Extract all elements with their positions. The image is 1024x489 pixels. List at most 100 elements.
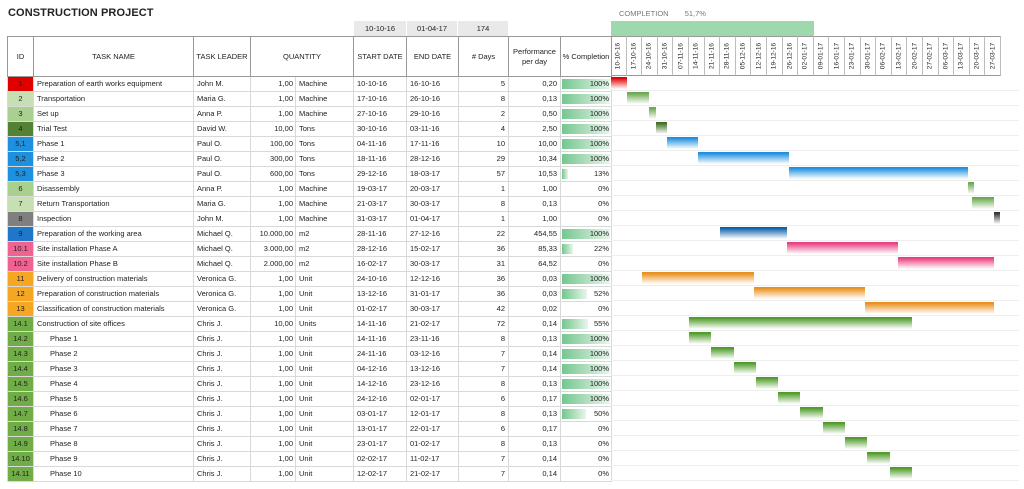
task-unit[interactable]: Machine — [295, 91, 354, 107]
table-row[interactable]: 2 Transportation Maria G. 1,00 Machine 17-10-… — [7, 91, 612, 107]
task-start-date[interactable]: 21-03-17 — [353, 196, 407, 212]
task-id[interactable]: 2 — [7, 91, 34, 107]
task-end-date[interactable]: 12-01-17 — [406, 406, 459, 422]
gantt-bar[interactable] — [898, 257, 995, 269]
task-start-date[interactable]: 16-02-17 — [353, 256, 407, 272]
task-performance[interactable]: 0,02 — [508, 301, 561, 317]
task-start-date[interactable]: 24-12-16 — [353, 391, 407, 407]
task-quantity[interactable]: 1,00 — [250, 181, 296, 197]
task-unit[interactable]: Unit — [295, 406, 354, 422]
task-start-date[interactable]: 04-12-16 — [353, 361, 407, 377]
task-leader[interactable]: Anna P. — [193, 181, 251, 197]
task-quantity[interactable]: 1,00 — [250, 91, 296, 107]
task-id[interactable]: 1 — [7, 76, 34, 92]
task-id[interactable]: 5,1 — [7, 136, 34, 152]
task-name[interactable]: Phase 2 — [33, 346, 194, 362]
task-name[interactable]: Phase 3 — [33, 166, 194, 182]
gantt-bar[interactable] — [789, 167, 968, 179]
gantt-bar[interactable] — [642, 272, 754, 284]
task-end-date[interactable]: 31-01-17 — [406, 286, 459, 302]
task-end-date[interactable]: 21-02-17 — [406, 466, 459, 482]
task-name[interactable]: Phase 1 — [33, 136, 194, 152]
task-completion[interactable]: 0% — [560, 466, 612, 482]
task-id[interactable]: 14.7 — [7, 406, 34, 422]
task-start-date[interactable]: 24-10-16 — [353, 271, 407, 287]
task-days[interactable]: 7 — [458, 361, 509, 377]
gantt-bar[interactable] — [972, 197, 995, 209]
task-start-date[interactable]: 14-11-16 — [353, 331, 407, 347]
gantt-bar[interactable] — [655, 122, 667, 134]
table-row[interactable]: 5,2 Phase 2 Paul O. 300,00 Tons 18-11-16 28-12… — [7, 151, 612, 167]
header-quantity[interactable]: QUANTITY — [250, 36, 354, 77]
task-quantity[interactable]: 100,00 — [250, 136, 296, 152]
task-performance[interactable]: 85,33 — [508, 241, 561, 257]
task-leader[interactable]: Chris J. — [193, 316, 251, 332]
task-start-date[interactable]: 13-01-17 — [353, 421, 407, 437]
header-days[interactable]: # Days — [458, 36, 509, 77]
task-completion[interactable]: 100% — [560, 76, 612, 92]
task-quantity[interactable]: 1,00 — [250, 436, 296, 452]
task-completion[interactable]: 0% — [560, 451, 612, 467]
task-end-date[interactable]: 03-12-16 — [406, 346, 459, 362]
table-row[interactable]: 1 Preparation of earth works equipment Joh… — [7, 76, 612, 92]
task-completion[interactable]: 13% — [560, 166, 612, 182]
gantt-bar[interactable] — [753, 287, 866, 299]
task-start-date[interactable]: 31-03-17 — [353, 211, 407, 227]
task-days[interactable]: 42 — [458, 301, 509, 317]
task-start-date[interactable]: 13-12-16 — [353, 286, 407, 302]
task-name[interactable]: Site installation Phase A — [33, 241, 194, 257]
task-performance[interactable]: 2,50 — [508, 121, 561, 137]
table-row[interactable]: 10.1 Site installation Phase A Michael Q. 3… — [7, 241, 612, 257]
task-id[interactable]: 10.2 — [7, 256, 34, 272]
task-id[interactable]: 4 — [7, 121, 34, 137]
task-quantity[interactable]: 1,00 — [250, 361, 296, 377]
task-days[interactable]: 57 — [458, 166, 509, 182]
task-end-date[interactable]: 02-01-17 — [406, 391, 459, 407]
task-days[interactable]: 2 — [458, 106, 509, 122]
table-row[interactable]: 8 Inspection John M. 1,00 Machine 31-03-17 01-… — [7, 211, 612, 227]
task-end-date[interactable]: 11-02-17 — [406, 451, 459, 467]
task-performance[interactable]: 454,55 — [508, 226, 561, 242]
task-performance[interactable]: 1,00 — [508, 211, 561, 227]
task-completion[interactable]: 100% — [560, 136, 612, 152]
task-id[interactable]: 14.10 — [7, 451, 34, 467]
task-leader[interactable]: Veronica G. — [193, 286, 251, 302]
task-quantity[interactable]: 1,00 — [250, 346, 296, 362]
task-completion[interactable]: 22% — [560, 241, 612, 257]
task-days[interactable]: 36 — [458, 241, 509, 257]
table-row[interactable]: 14.2 Phase 1 Chris J. 1,00 Unit 14-11-16 23-11… — [7, 331, 612, 347]
task-unit[interactable]: Unit — [295, 271, 354, 287]
task-start-date[interactable]: 18-11-16 — [353, 151, 407, 167]
task-completion[interactable]: 100% — [560, 226, 612, 242]
task-quantity[interactable]: 10,00 — [250, 316, 296, 332]
task-performance[interactable]: 0,14 — [508, 346, 561, 362]
task-leader[interactable]: Chris J. — [193, 361, 251, 377]
table-row[interactable]: 14.10 Phase 9 Chris J. 1,00 Unit 02-02-17 11-0… — [7, 451, 612, 467]
task-end-date[interactable]: 28-12-16 — [406, 151, 459, 167]
table-row[interactable]: 14.1 Construction of site offices Chris J.… — [7, 316, 612, 332]
task-completion[interactable]: 0% — [560, 436, 612, 452]
table-row[interactable]: 5,1 Phase 1 Paul O. 100,00 Tons 04-11-16 17-11… — [7, 136, 612, 152]
header-end-date[interactable]: END DATE — [406, 36, 459, 77]
task-quantity[interactable]: 1,00 — [250, 421, 296, 437]
task-completion[interactable]: 100% — [560, 346, 612, 362]
task-completion[interactable]: 100% — [560, 271, 612, 287]
task-quantity[interactable]: 300,00 — [250, 151, 296, 167]
task-days[interactable]: 36 — [458, 286, 509, 302]
task-performance[interactable]: 1,00 — [508, 181, 561, 197]
gantt-bar[interactable] — [778, 392, 801, 404]
task-performance[interactable]: 0,13 — [508, 436, 561, 452]
task-id[interactable]: 14.1 — [7, 316, 34, 332]
task-performance[interactable]: 0,03 — [508, 286, 561, 302]
task-end-date[interactable]: 30-03-17 — [406, 301, 459, 317]
task-id[interactable]: 14.5 — [7, 376, 34, 392]
task-days[interactable]: 22 — [458, 226, 509, 242]
task-unit[interactable]: m2 — [295, 226, 354, 242]
task-performance[interactable]: 0,13 — [508, 91, 561, 107]
task-performance[interactable]: 0,03 — [508, 271, 561, 287]
task-performance[interactable]: 10,00 — [508, 136, 561, 152]
task-quantity[interactable]: 10,00 — [250, 121, 296, 137]
task-id[interactable]: 8 — [7, 211, 34, 227]
task-quantity[interactable]: 1,00 — [250, 76, 296, 92]
task-performance[interactable]: 0,14 — [508, 451, 561, 467]
